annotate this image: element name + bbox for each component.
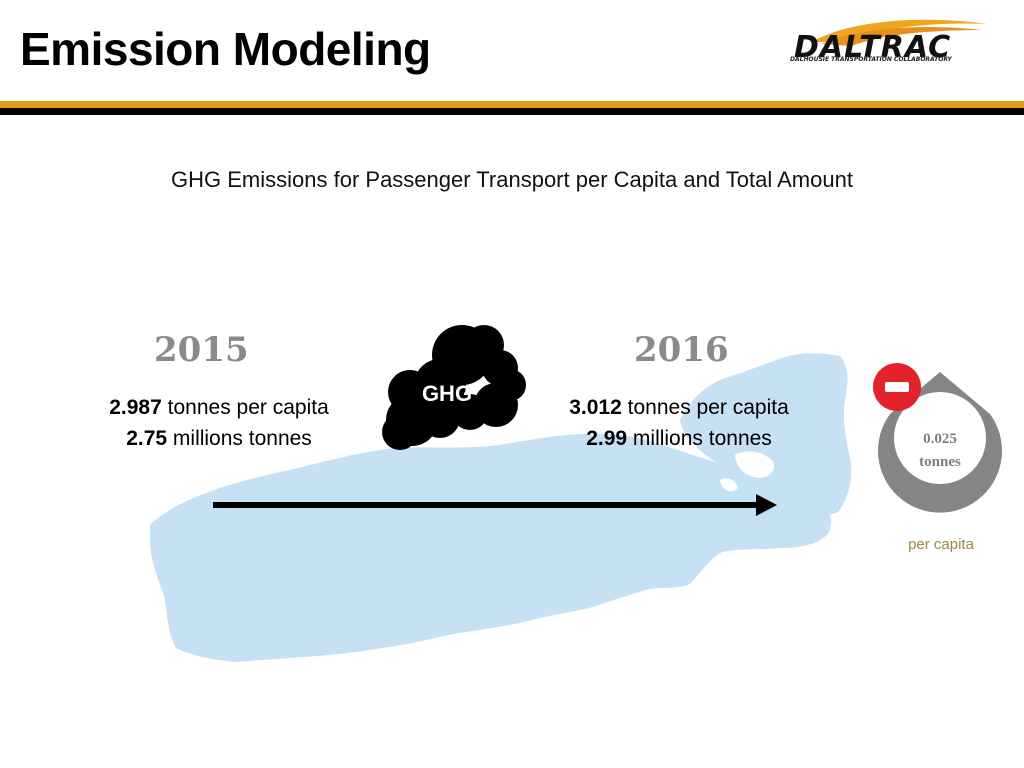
year-2016: 2016 <box>634 330 729 370</box>
logo-wordmark: DALTRAC <box>794 30 952 65</box>
change-value: 0.025 <box>923 431 957 447</box>
total-2016: 2.99 millions tonnes <box>586 427 772 450</box>
change-readout: 0.025 tonnes <box>900 428 980 474</box>
ghg-label: GHG <box>421 381 473 406</box>
daltrac-logo: DALTRAC DALHOUSIE TRANSPORTATION COLLABO… <box>782 14 994 70</box>
header-rule-black <box>0 108 1024 115</box>
total-2015: 2.75 millions tonnes <box>126 427 312 450</box>
slide-subtitle: GHG Emissions for Passenger Transport pe… <box>171 167 853 192</box>
stats-2016: 3.012 tonnes per capita 2.99 millions to… <box>548 392 810 454</box>
logo-subtitle: DALHOUSIE TRANSPORTATION COLLABORATORY <box>790 56 952 63</box>
page-title: Emission Modeling <box>20 23 431 75</box>
per-capita-2015: 2.987 tonnes per capita <box>109 396 329 419</box>
header-rule-orange <box>0 101 1024 108</box>
logo-swoosh-icon <box>812 19 987 46</box>
year-2015: 2015 <box>154 330 249 370</box>
per-capita-2016: 3.012 tonnes per capita <box>569 396 789 419</box>
stats-2015: 2.987 tonnes per capita 2.75 millions to… <box>88 392 350 454</box>
change-unit: tonnes <box>919 454 961 470</box>
change-gauge <box>873 363 1002 513</box>
change-caption: per capita <box>908 536 974 553</box>
